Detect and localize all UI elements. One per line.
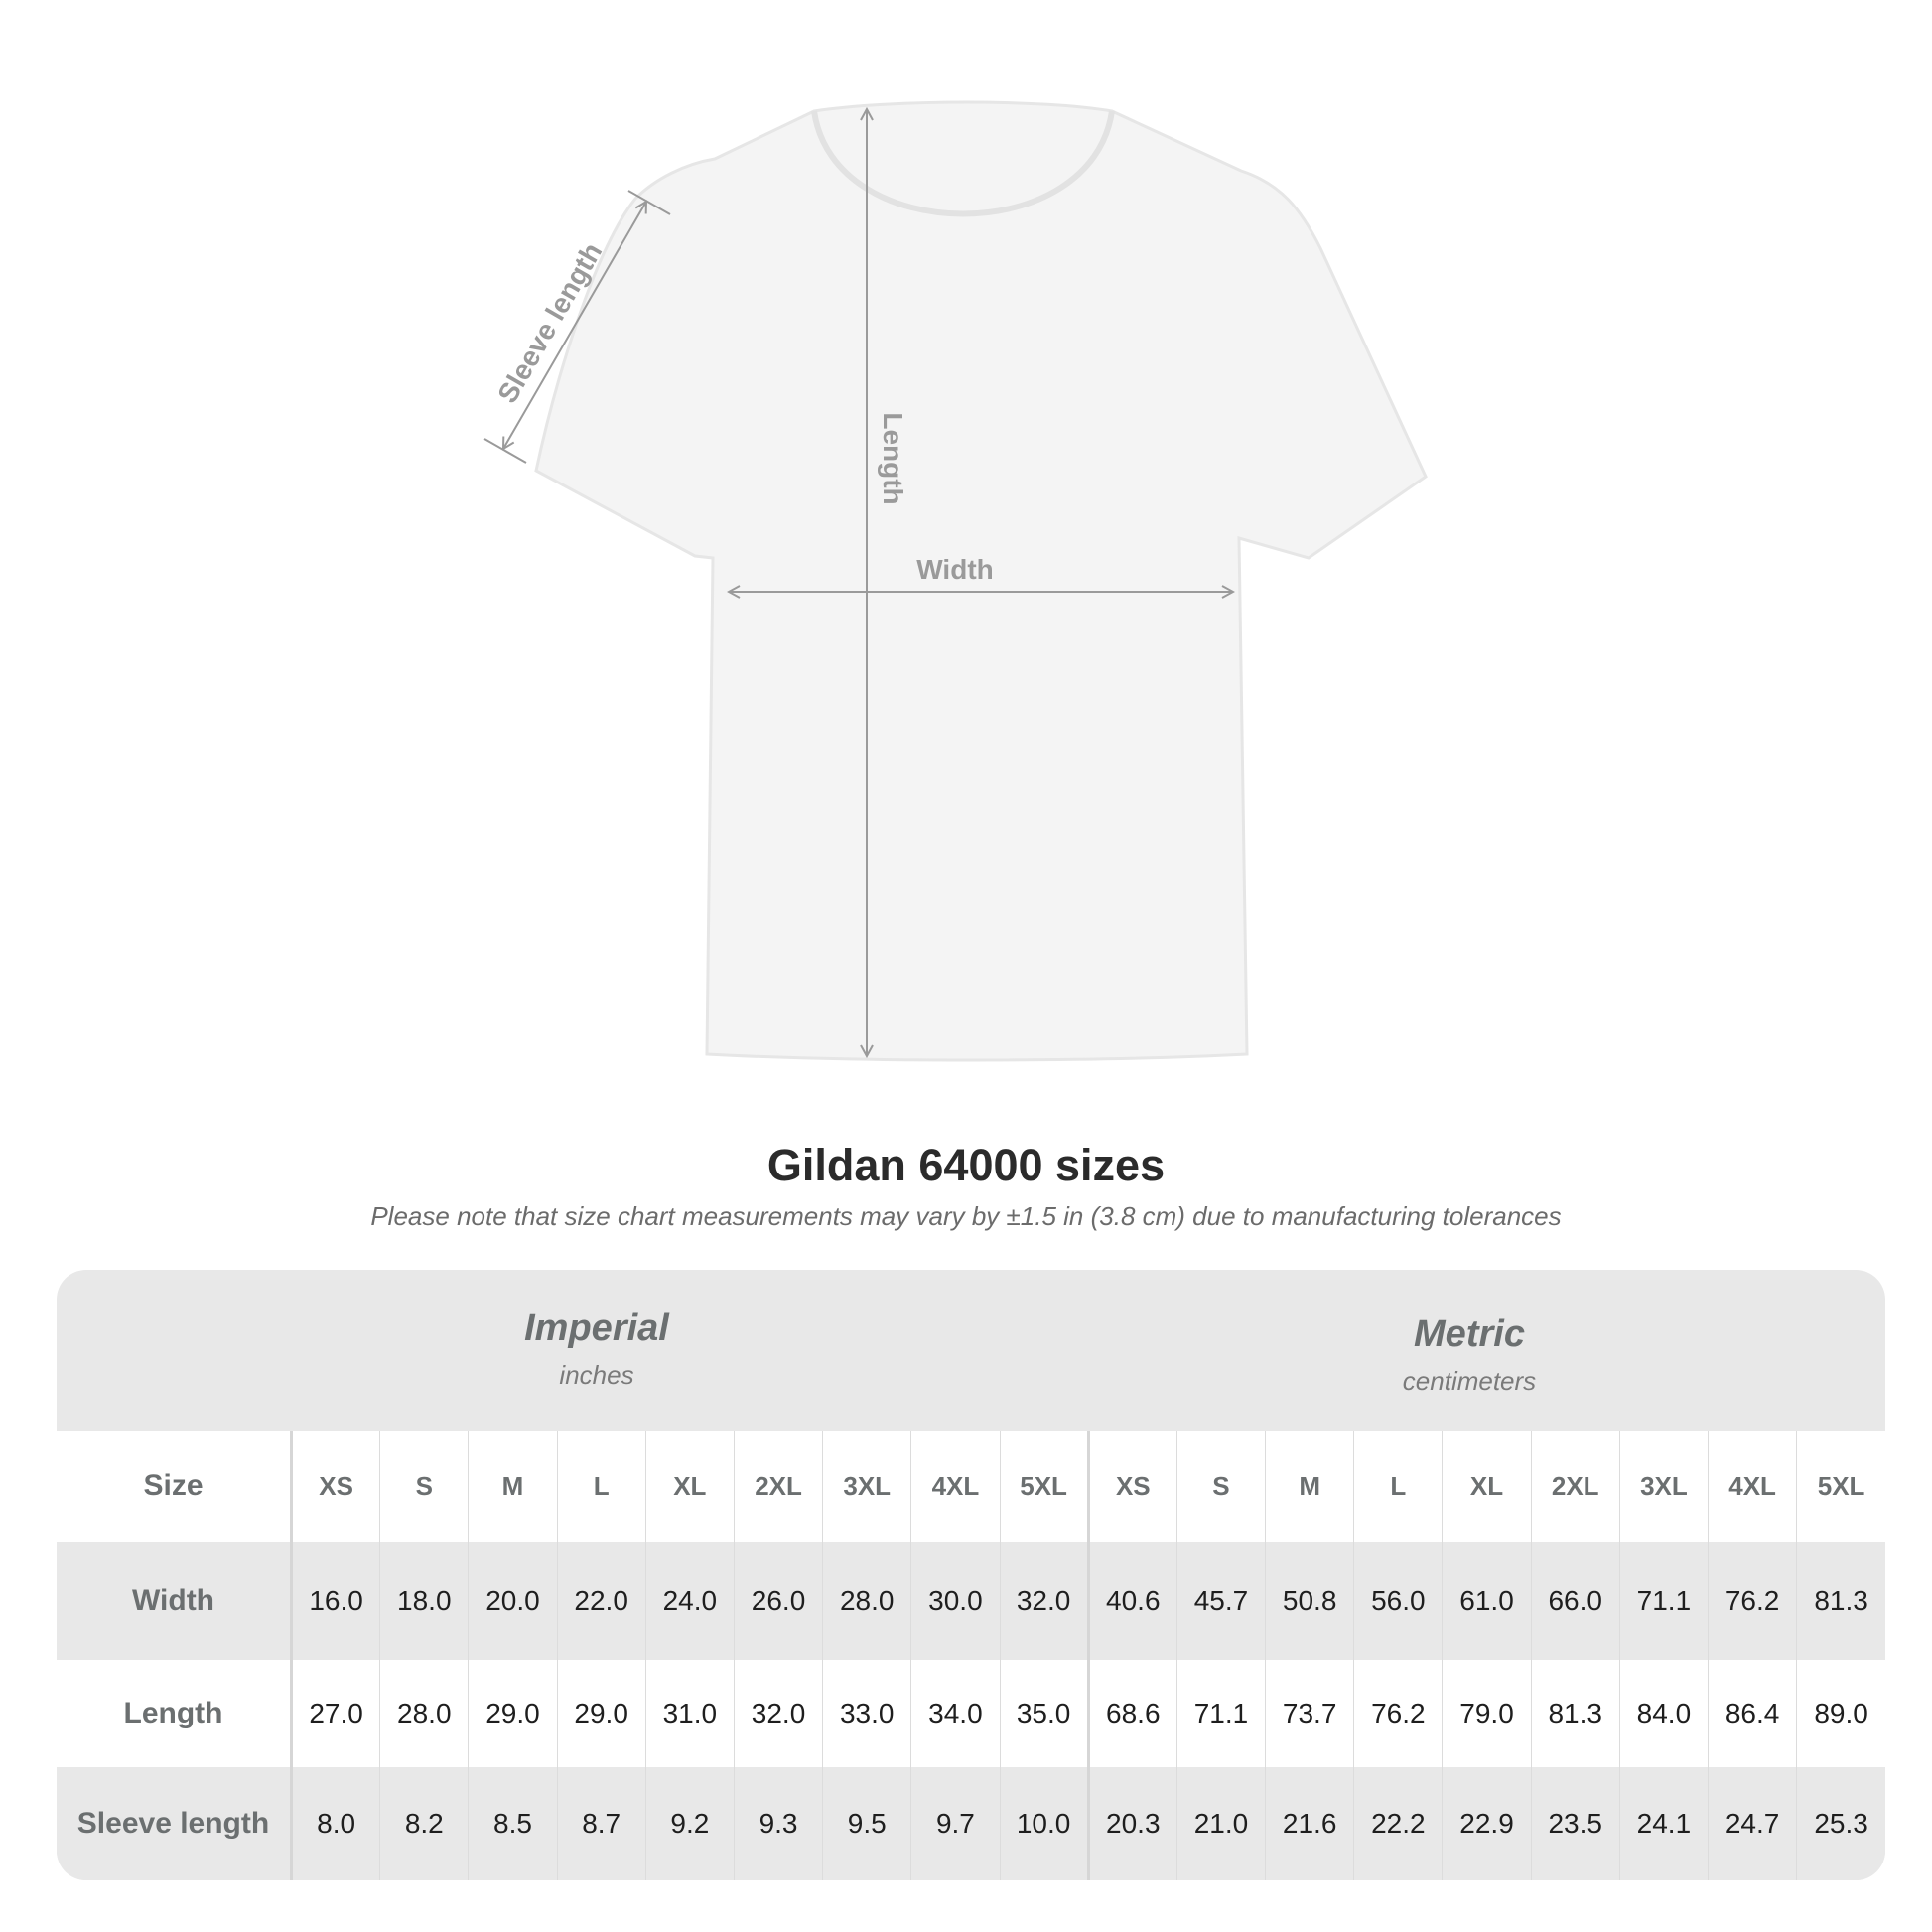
table-cell: 35.0 (999, 1660, 1089, 1767)
table-cell: 28.0 (379, 1660, 469, 1767)
table-cell: 24.7 (1707, 1767, 1797, 1880)
size-header-cell: 2XL (1530, 1431, 1620, 1542)
table-cell: 68.6 (1086, 1660, 1177, 1767)
table-row: Width 16.0 18.0 20.0 22.0 24.0 26.0 28.0 30.0 32.… (57, 1542, 1885, 1660)
table-cell: 22.9 (1442, 1767, 1532, 1880)
table-cell: 24.0 (644, 1542, 735, 1660)
tolerance-note: Please note that size chart measurements… (370, 1201, 1562, 1231)
table-cell: 9.7 (910, 1767, 1000, 1880)
size-header-cell: S (1175, 1431, 1266, 1542)
size-table-panel: Imperial inches Metric centimeters Size X… (57, 1270, 1885, 1880)
table-cell: 29.0 (556, 1660, 646, 1767)
table-cell: 33.0 (822, 1660, 911, 1767)
table-cell: 10.0 (999, 1767, 1089, 1880)
size-header-cell: XL (644, 1431, 735, 1542)
table-cell: 8.5 (468, 1767, 558, 1880)
row-label: Sleeve length (57, 1767, 293, 1880)
table-cell: 50.8 (1265, 1542, 1354, 1660)
table-cell: 18.0 (379, 1542, 469, 1660)
table-cell: 30.0 (910, 1542, 1000, 1660)
sleeve-arrow (503, 202, 646, 449)
table-cell: 23.5 (1530, 1767, 1620, 1880)
page-title: Gildan 64000 sizes (766, 1140, 1166, 1190)
metric-header: Metric centimeters (1402, 1313, 1537, 1396)
row-label: Length (57, 1660, 293, 1767)
size-header-cell: 3XL (822, 1431, 911, 1542)
table-cell: 31.0 (644, 1660, 735, 1767)
table-cell: 71.1 (1618, 1542, 1709, 1660)
size-header-cell: 4XL (1707, 1431, 1797, 1542)
table-cell: 34.0 (910, 1660, 1000, 1767)
table-row: Sleeve length 8.0 8.2 8.5 8.7 9.2 9.3 9.5 9.7 10.… (57, 1767, 1885, 1880)
size-header-cell: 4XL (910, 1431, 1000, 1542)
table-cell: 79.0 (1442, 1660, 1532, 1767)
size-header-cell: 2XL (733, 1431, 823, 1542)
size-header-cell: L (556, 1431, 646, 1542)
size-header-cell: XS (1086, 1431, 1177, 1542)
size-header-cell: XL (1442, 1431, 1532, 1542)
table-cell: 40.6 (1086, 1542, 1177, 1660)
width-label: Width (916, 554, 994, 585)
table-cell: 8.2 (379, 1767, 469, 1880)
table-cell: 61.0 (1442, 1542, 1532, 1660)
table-cell: 25.3 (1796, 1767, 1885, 1880)
table-cell: 22.2 (1353, 1767, 1443, 1880)
table-cell: 16.0 (290, 1542, 380, 1660)
table-cell: 66.0 (1530, 1542, 1620, 1660)
table-cell: 71.1 (1175, 1660, 1266, 1767)
table-cell: 9.5 (822, 1767, 911, 1880)
table-cell: 32.0 (999, 1542, 1089, 1660)
size-header-row: Size XS S M L XL 2XL 3XL 4XL 5XL XS S M L XL 2XL 3XL 4XL 5… (57, 1431, 1885, 1542)
table-cell: 56.0 (1353, 1542, 1443, 1660)
table-row: Length 27.0 28.0 29.0 29.0 31.0 32.0 33.0 34.0 35… (57, 1660, 1885, 1767)
size-label: Size (57, 1431, 293, 1542)
table-cell: 32.0 (733, 1660, 823, 1767)
table-cell: 21.0 (1175, 1767, 1266, 1880)
size-header-cell: L (1353, 1431, 1443, 1542)
table-cell: 8.0 (290, 1767, 380, 1880)
table-cell: 27.0 (290, 1660, 380, 1767)
size-header-cell: XS (290, 1431, 380, 1542)
table-cell: 26.0 (733, 1542, 823, 1660)
table-cell: 76.2 (1707, 1542, 1797, 1660)
table-cell: 20.3 (1086, 1767, 1177, 1880)
size-header-cell: 3XL (1618, 1431, 1709, 1542)
table-cell: 22.0 (556, 1542, 646, 1660)
table-cell: 8.7 (556, 1767, 646, 1880)
table-cell: 9.3 (733, 1767, 823, 1880)
size-table: Size XS S M L XL 2XL 3XL 4XL 5XL XS S M L XL 2XL 3XL 4XL 5… (57, 1431, 1885, 1880)
size-header-cell: M (468, 1431, 558, 1542)
table-cell: 29.0 (468, 1660, 558, 1767)
table-cell: 73.7 (1265, 1660, 1354, 1767)
table-cell: 28.0 (822, 1542, 911, 1660)
table-cell: 9.2 (644, 1767, 735, 1880)
table-cell: 81.3 (1796, 1542, 1885, 1660)
size-header-cell: 5XL (1796, 1431, 1885, 1542)
row-label: Width (57, 1542, 293, 1660)
size-header-cell: S (379, 1431, 469, 1542)
size-header-cell: M (1265, 1431, 1354, 1542)
tshirt-diagram: Length Width Sleeve length (483, 100, 1428, 1062)
length-label: Length (878, 412, 908, 504)
table-cell: 24.1 (1618, 1767, 1709, 1880)
size-header-cell: 5XL (999, 1431, 1089, 1542)
table-cell: 86.4 (1707, 1660, 1797, 1767)
table-cell: 20.0 (468, 1542, 558, 1660)
table-cell: 76.2 (1353, 1660, 1443, 1767)
collar (811, 110, 1115, 217)
imperial-header: Imperial inches (524, 1308, 669, 1390)
table-cell: 84.0 (1618, 1660, 1709, 1767)
table-cell: 89.0 (1796, 1660, 1885, 1767)
table-cell: 21.6 (1265, 1767, 1354, 1880)
table-cell: 81.3 (1530, 1660, 1620, 1767)
table-cell: 45.7 (1175, 1542, 1266, 1660)
